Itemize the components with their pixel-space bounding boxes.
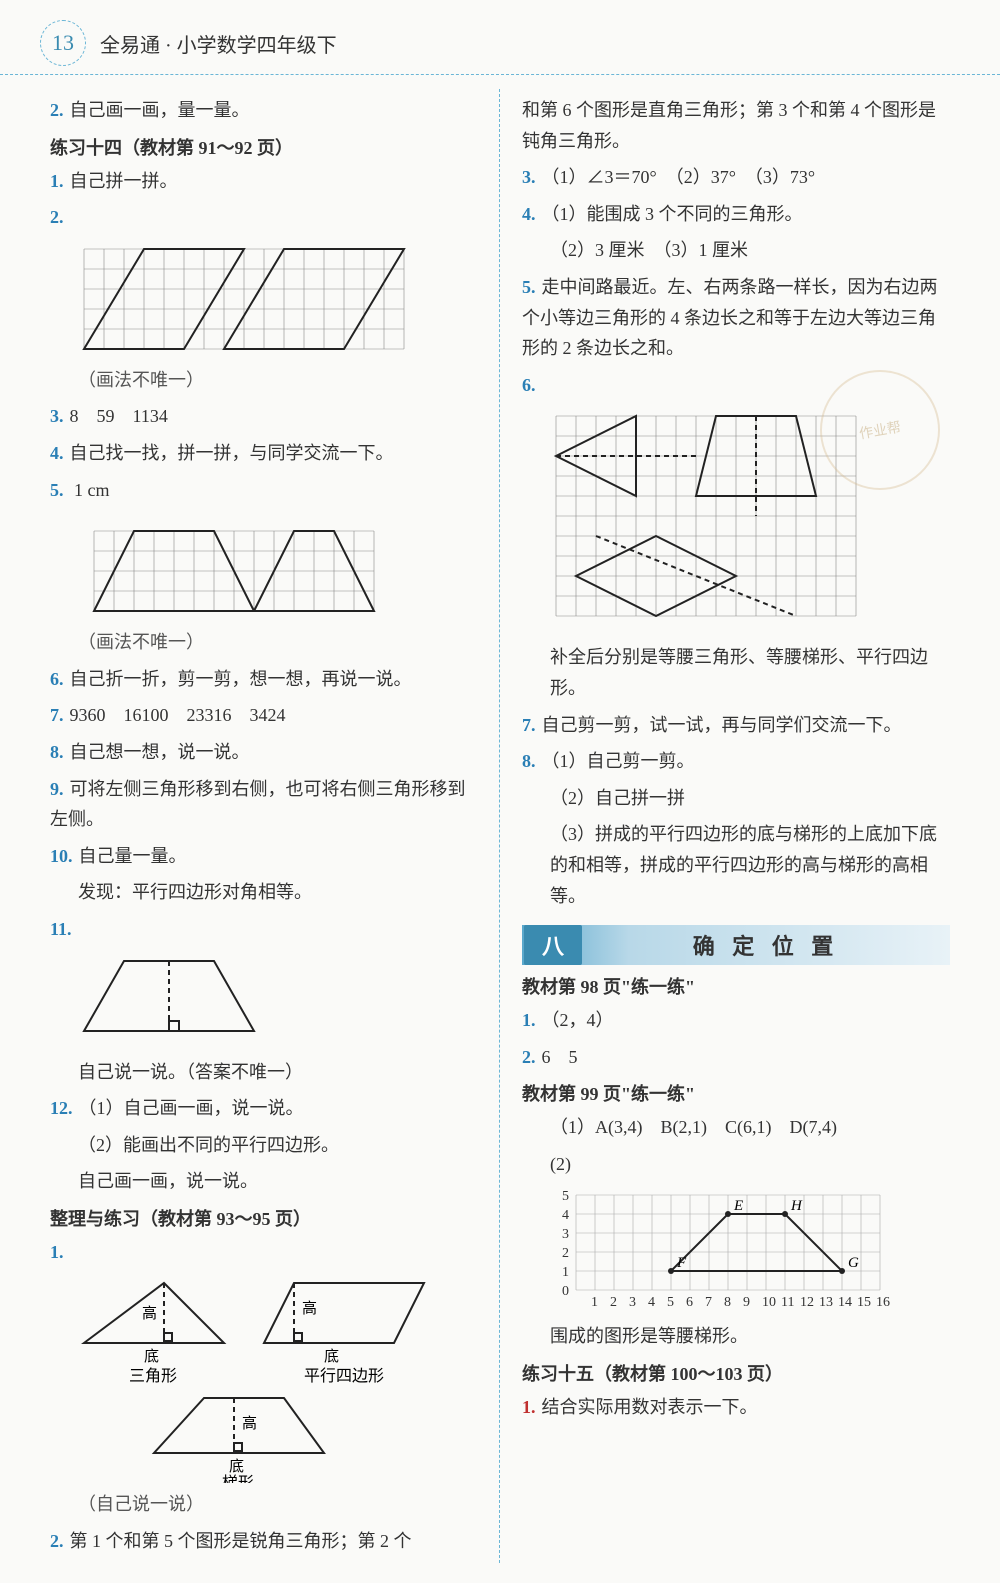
r-q4-2: （2）3 厘米 （3）1 厘米 [550,235,950,266]
svg-text:梯形: 梯形 [222,1474,254,1483]
svg-text:G: G [848,1255,859,1271]
p98-q2: 2.6 5 [522,1042,950,1073]
r-q3: 3.（1）∠3＝70° （2）37° （3）73° [522,162,950,193]
chapter-title: 确 定 位 置 [582,929,950,961]
svg-text:3: 3 [562,1227,569,1242]
figure-symmetry-grid [546,406,876,636]
figure-parallelograms [74,239,414,359]
svg-text:F: F [676,1255,687,1271]
s14-q11: 11. [50,914,477,945]
page-number-badge: 13 [40,20,86,66]
page-header: 13 全易通 · 小学数学四年级下 [0,0,1000,75]
svg-text:0: 0 [562,1284,569,1299]
left-q2-intro: 2.自己画一画，量一量。 [50,95,477,126]
s14-q6: 6.自己折一折，剪一剪，想一想，再说一说。 [50,664,477,695]
svg-text:11: 11 [781,1295,794,1310]
svg-text:8: 8 [724,1295,731,1310]
svg-text:2: 2 [562,1246,569,1261]
p98-title: 教材第 98 页"练一练" [522,973,950,999]
s14-q1: 1.自己拼一拼。 [50,166,477,197]
svg-text:6: 6 [686,1295,693,1310]
svg-text:高: 高 [142,1305,157,1322]
s14-q3: 3.8 59 1134 [50,401,477,432]
coordinate-chart: 01234512345678910111213141516EHFG [546,1185,906,1315]
section-14-title: 练习十四（教材第 91～92 页） [50,134,477,160]
zl-note: （自己说一说） [78,1489,477,1520]
right-column: 和第 6 个图形是直角三角形；第 3 个和第 4 个图形是钝角三角形。 3.（1… [500,89,960,1563]
svg-text:5: 5 [562,1189,569,1204]
s14-q4: 4.自己找一找，拼一拼，与同学交流一下。 [50,438,477,469]
s14-q2: 2. [50,202,477,233]
s14-q12-1: 12.（1）自己画一画，说一说。 [50,1093,477,1124]
p98-q1: 1.（2，4） [522,1005,950,1036]
zl-q1: 1. [50,1237,477,1268]
r-q8-2: （2）自己拼一拼 [550,783,950,814]
s14-q12-3: 自己画一画，说一说。 [78,1166,477,1197]
svg-text:平行四边形: 平行四边形 [304,1367,384,1385]
q5-scale-label: 1 cm [74,480,110,500]
figure-trapezoid-height [74,951,274,1051]
svg-text:1: 1 [562,1265,569,1280]
s14-q10a: 10.自己量一量。 [50,841,477,872]
s14-q2-note: （画法不唯一） [78,365,477,396]
svg-text:9: 9 [743,1295,750,1310]
svg-text:15: 15 [857,1295,871,1310]
s14-q5: 5. 1 cm [50,475,477,506]
svg-text:底: 底 [324,1348,339,1365]
p99-2-note: 围成的图形是等腰梯形。 [550,1321,950,1352]
svg-text:5: 5 [667,1295,674,1310]
zl-q2: 2.第 1 个和第 5 个图形是锐角三角形；第 2 个 [50,1526,477,1557]
r-q6: 6. [522,370,950,401]
svg-text:12: 12 [800,1295,814,1310]
svg-text:2: 2 [610,1295,617,1310]
section-15-title: 练习十五（教材第 100～103 页） [522,1360,950,1386]
svg-text:底: 底 [229,1458,244,1475]
p99-1: （1）A(3,4) B(2,1) C(6,1) D(7,4) [550,1112,950,1143]
svg-text:三角形: 三角形 [129,1367,177,1385]
svg-text:4: 4 [562,1208,569,1223]
svg-text:7: 7 [705,1295,712,1310]
svg-text:14: 14 [838,1295,852,1310]
svg-text:10: 10 [762,1295,776,1310]
s14-q8: 8.自己想一想，说一说。 [50,737,477,768]
svg-text:高: 高 [302,1300,317,1317]
left-column: 2.自己画一画，量一量。 练习十四（教材第 91～92 页） 1.自己拼一拼。 … [40,89,500,1563]
s14-q9: 9.可将左侧三角形移到右侧，也可将右侧三角形移到左侧。 [50,774,477,835]
r-q6-note: 补全后分别是等腰三角形、等腰梯形、平行四边形。 [550,642,950,703]
svg-text:13: 13 [819,1295,833,1310]
page-number: 13 [52,30,74,56]
svg-text:E: E [733,1198,743,1214]
svg-text:底: 底 [144,1348,159,1365]
svg-text:H: H [790,1198,803,1214]
r-q5: 5.走中间路最近。左、右两条路一样长，因为右边两个小等边三角形的 4 条边长之和… [522,272,950,364]
chapter-banner: 八 确 定 位 置 [522,925,950,965]
page-title: 全易通 · 小学数学四年级下 [100,29,337,58]
s14-q10b: 发现：平行四边形对角相等。 [78,877,477,908]
figure-three-shapes: 高底三角形高底平行四边形高底梯形 [74,1273,454,1483]
svg-text:3: 3 [629,1295,636,1310]
svg-text:1: 1 [591,1295,598,1310]
r-q7: 7.自己剪一剪，试一试，再与同学们交流一下。 [522,710,950,741]
svg-text:高: 高 [242,1415,257,1432]
p99-title: 教材第 99 页"练一练" [522,1080,950,1106]
svg-text:4: 4 [648,1295,655,1310]
svg-text:16: 16 [876,1295,890,1310]
figure-trapezoids [74,511,394,621]
content-columns: 2.自己画一画，量一量。 练习十四（教材第 91～92 页） 1.自己拼一拼。 … [0,75,1000,1583]
p99-2-label: (2) [550,1149,950,1180]
r-q8-1: 8.（1）自己剪一剪。 [522,746,950,777]
r-q4-1: 4.（1）能围成 3 个不同的三角形。 [522,199,950,230]
s14-q11-note: 自己说一说。（答案不唯一） [78,1057,477,1088]
r-q8-3: （3）拼成的平行四边形的底与梯形的上底加下底的和相等，拼成的平行四边形的高与梯形… [550,819,950,911]
s15-q1: 1.结合实际用数对表示一下。 [522,1392,950,1423]
chapter-badge: 八 [524,925,582,965]
s14-q7: 7.9360 16100 23316 3424 [50,700,477,731]
right-cont: 和第 6 个图形是直角三角形；第 3 个和第 4 个图形是钝角三角形。 [522,95,950,156]
s14-q5-note: （画法不唯一） [78,627,477,658]
section-zl-title: 整理与练习（教材第 93～95 页） [50,1205,477,1231]
s14-q12-2: （2）能画出不同的平行四边形。 [78,1130,477,1161]
